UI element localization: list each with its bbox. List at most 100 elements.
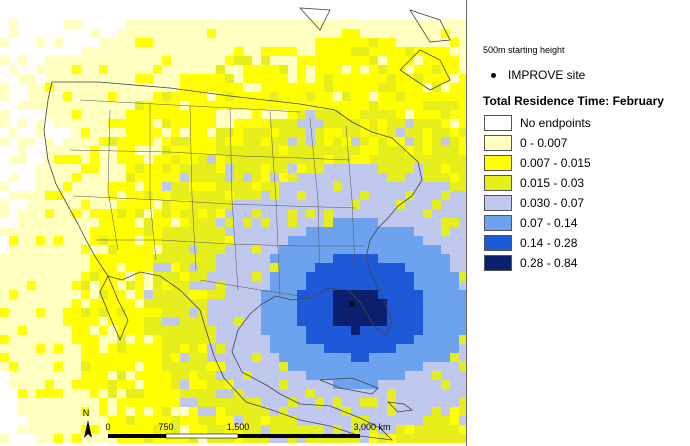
grid-cell: [81, 65, 90, 74]
grid-cell: [342, 209, 351, 218]
grid-cell: [459, 308, 466, 317]
grid-cell: [423, 92, 432, 101]
grid-cell: [387, 164, 396, 173]
grid-cell: [216, 281, 225, 290]
grid-cell: [450, 398, 459, 407]
grid-cell: [432, 29, 441, 38]
grid-cell: [324, 209, 333, 218]
grid-cell: [72, 380, 81, 389]
grid-cell: [450, 317, 459, 326]
grid-cell: [72, 155, 81, 164]
grid-cell: [162, 137, 171, 146]
grid-cell: [279, 47, 288, 56]
grid-cell: [396, 191, 405, 200]
grid-cell: [414, 281, 423, 290]
legend-item: 0.030 - 0.07: [484, 194, 584, 212]
map-panel[interactable]: N 0 750 1,500 3,000 km: [0, 0, 467, 446]
grid-cell: [441, 299, 450, 308]
grid-cell: [207, 416, 216, 425]
grid-cell: [288, 317, 297, 326]
grid-cell: [378, 191, 387, 200]
grid-cell: [27, 389, 36, 398]
grid-cell: [315, 281, 324, 290]
grid-cell: [153, 335, 162, 344]
grid-cell: [117, 317, 126, 326]
grid-cell: [189, 101, 198, 110]
improve-site-marker[interactable]: [349, 301, 355, 307]
grid-cell: [297, 146, 306, 155]
grid-cell: [36, 263, 45, 272]
grid-cell: [279, 65, 288, 74]
grid-cell: [81, 353, 90, 362]
grid-cell: [144, 209, 153, 218]
grid-cell: [216, 20, 225, 29]
grid-cell: [234, 236, 243, 245]
grid-cell: [135, 362, 144, 371]
grid-cell: [450, 254, 459, 263]
grid-cell: [423, 272, 432, 281]
grid-cell: [261, 389, 270, 398]
grid-cell: [63, 254, 72, 263]
grid-cell: [99, 227, 108, 236]
grid-cell: [306, 398, 315, 407]
grid-cell: [45, 299, 54, 308]
grid-cell: [378, 164, 387, 173]
grid-cell: [171, 335, 180, 344]
grid-cell: [306, 272, 315, 281]
grid-cell: [144, 281, 153, 290]
grid-cell: [36, 371, 45, 380]
grid-cell: [189, 146, 198, 155]
grid-cell: [54, 425, 63, 434]
grid-cell: [423, 290, 432, 299]
grid-cell: [414, 128, 423, 137]
grid-cell: [405, 263, 414, 272]
grid-cell: [396, 308, 405, 317]
grid-cell: [288, 434, 297, 443]
grid-cell: [198, 371, 207, 380]
grid-cell: [81, 128, 90, 137]
grid-cell: [198, 74, 207, 83]
grid-cell: [270, 272, 279, 281]
grid-cell: [189, 200, 198, 209]
grid-cell: [378, 20, 387, 29]
grid-cell: [234, 218, 243, 227]
grid-cell: [162, 317, 171, 326]
grid-cell: [54, 281, 63, 290]
grid-cell: [405, 20, 414, 29]
grid-cell: [90, 119, 99, 128]
grid-cell: [207, 101, 216, 110]
grid-cell: [333, 263, 342, 272]
grid-cell: [252, 119, 261, 128]
grid-cell: [396, 74, 405, 83]
grid-cell: [180, 254, 189, 263]
grid-cell: [207, 191, 216, 200]
grid-cell: [396, 344, 405, 353]
grid-cell: [54, 398, 63, 407]
grid-cell: [270, 326, 279, 335]
grid-cell: [171, 20, 180, 29]
grid-cell: [90, 110, 99, 119]
grid-cell: [54, 299, 63, 308]
grid-cell: [225, 173, 234, 182]
grid-cell: [351, 434, 360, 443]
grid-cell: [306, 362, 315, 371]
grid-cell: [423, 83, 432, 92]
grid-cell: [360, 128, 369, 137]
grid-cell: [414, 317, 423, 326]
grid-cell: [252, 380, 261, 389]
grid-cell: [324, 38, 333, 47]
grid-cell: [72, 407, 81, 416]
grid-cell: [162, 227, 171, 236]
grid-cell: [45, 353, 54, 362]
grid-cell: [297, 317, 306, 326]
grid-cell: [261, 281, 270, 290]
grid-cell: [45, 137, 54, 146]
grid-cell: [153, 245, 162, 254]
grid-cell: [342, 362, 351, 371]
residence-time-map: N 0 750 1,500 3,000 km: [0, 7, 466, 443]
grid-cell: [369, 164, 378, 173]
grid-cell: [216, 65, 225, 74]
grid-cell: [207, 353, 216, 362]
grid-cell: [72, 110, 81, 119]
grid-cell: [288, 425, 297, 434]
